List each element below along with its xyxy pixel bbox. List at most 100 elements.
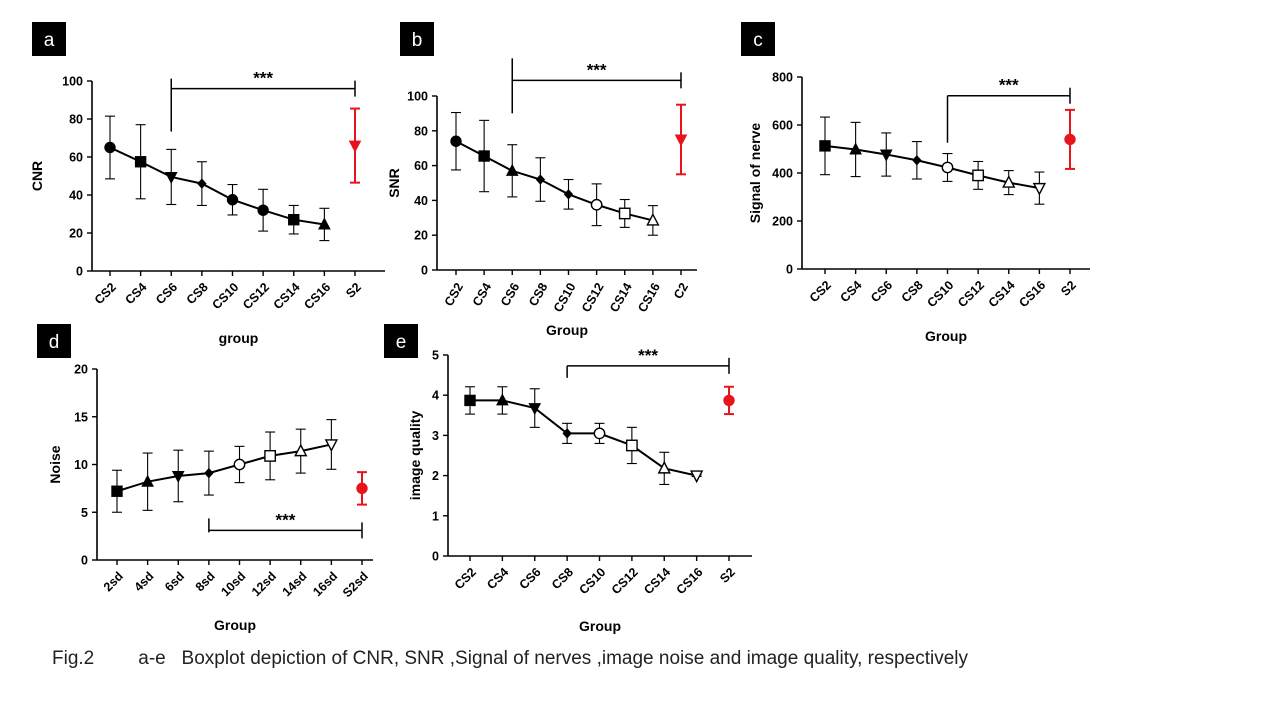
data-point [618, 207, 631, 220]
x-tick-label: 4sd [131, 569, 156, 594]
chart-c: c 0 200 400 600 800 CS2 CS4 CS6 CS8CS10CS12CS14CS… [741, 22, 1090, 344]
x-tick-label: 8sd [193, 569, 218, 594]
x-tick-label: CS8 [184, 280, 211, 307]
data-point [197, 178, 207, 189]
x-tick-label: 14sd [280, 569, 310, 599]
x-axis-title: Group [579, 618, 621, 634]
x-axis-title: group [219, 330, 259, 346]
significance-label: *** [638, 346, 658, 365]
x-tick-label: 10sd [218, 569, 248, 599]
x-tick-label: CS8 [899, 278, 926, 305]
data-point [464, 394, 476, 407]
y-tick-label: 2 [432, 469, 439, 483]
data-point [1032, 182, 1047, 196]
data-point [625, 439, 638, 452]
data-point [646, 212, 660, 226]
data-point [849, 142, 862, 155]
data-point [562, 428, 572, 439]
data-point [689, 470, 704, 484]
y-tick-label: 60 [69, 151, 83, 165]
y-tick-label: 0 [76, 265, 83, 279]
y-tick-label: 0 [81, 554, 88, 568]
x-tick-label: C2 [671, 280, 691, 301]
x-tick-label: CS10 [551, 280, 579, 314]
y-tick-label: 3 [432, 429, 439, 443]
panel-label: a [44, 30, 55, 51]
x-tick-label: CS12 [579, 280, 607, 314]
data-point [356, 482, 368, 495]
significance-label: *** [253, 69, 273, 88]
x-tick-label: CS10 [576, 565, 608, 597]
y-tick-label: 15 [74, 410, 88, 424]
significance-label: *** [587, 60, 607, 79]
x-tick-label: 12sd [249, 569, 279, 599]
series-line [470, 399, 697, 477]
data-point [535, 174, 546, 185]
data-point [104, 141, 116, 154]
y-tick-label: 400 [772, 167, 793, 181]
y-axis-title: image quality [407, 411, 423, 501]
x-tick-label: CS6 [498, 280, 522, 308]
x-tick-label: 6sd [162, 569, 187, 594]
data-point [141, 474, 154, 487]
data-point [164, 171, 178, 185]
y-tick-label: 200 [772, 215, 793, 229]
y-tick-label: 40 [414, 194, 428, 208]
x-tick-label: S2 [1058, 278, 1079, 299]
y-tick-label: 20 [414, 229, 428, 243]
figure-caption: Fig.2 a-e Boxplot depiction of CNR, SNR ,… [52, 648, 968, 670]
x-tick-label: S2 [717, 565, 738, 586]
x-tick-label: CS14 [641, 565, 673, 597]
x-tick-label: CS2 [452, 565, 479, 592]
data-point [528, 403, 542, 416]
data-point [879, 149, 893, 162]
y-tick-label: 0 [421, 264, 428, 278]
data-point [204, 467, 214, 479]
caption-text: a-e Boxplot depiction of CNR, SNR ,Signa… [138, 648, 968, 669]
data-point [134, 156, 147, 168]
significance-label: *** [999, 76, 1019, 95]
y-tick-label: 40 [69, 189, 83, 203]
x-tick-label: CS2 [92, 280, 119, 307]
x-tick-label: 16sd [310, 569, 340, 599]
significance-label: *** [276, 510, 296, 529]
y-axis-title: Noise [47, 445, 63, 483]
x-tick-label: CS2 [807, 278, 834, 305]
x-tick-label: CS2 [442, 280, 466, 308]
x-tick-label: CS4 [484, 565, 511, 592]
data-point [111, 485, 123, 497]
data-point [450, 135, 462, 147]
data-point [819, 140, 831, 152]
data-point [1002, 175, 1016, 188]
x-tick-label: CS16 [674, 565, 706, 597]
chart-d: d 0 5 10 15 20 2sd 4sd 6sd 8sd 10sd 12sd 14sd 16sd S2s… [37, 324, 373, 633]
data-point [505, 163, 519, 176]
y-axis-title: CNR [29, 161, 45, 191]
data-point [257, 204, 269, 216]
panel-label-box [384, 324, 418, 358]
x-axis-title: Group [546, 322, 588, 338]
y-tick-label: 0 [432, 550, 439, 564]
panel-label: b [412, 30, 423, 51]
y-axis-title: SNR [386, 168, 402, 198]
x-tick-label: 2sd [101, 569, 126, 594]
x-tick-label: CS12 [609, 565, 641, 597]
series-line [824, 144, 1040, 190]
x-tick-label: CS14 [271, 280, 303, 312]
y-tick-label: 5 [432, 349, 439, 363]
data-point [264, 450, 277, 462]
data-point [941, 161, 954, 174]
data-point [674, 134, 688, 147]
x-tick-label: CS16 [635, 280, 663, 314]
y-tick-label: 80 [414, 124, 428, 138]
x-axis-title: Group [214, 617, 256, 633]
panel-label: c [753, 30, 763, 51]
data-point [912, 155, 922, 166]
x-tick-label: CS4 [470, 280, 494, 308]
panel-label-box [741, 22, 775, 56]
x-tick-label: CS10 [924, 278, 956, 310]
data-point [496, 393, 509, 406]
x-tick-label: CS4 [837, 278, 864, 305]
y-tick-label: 100 [62, 75, 83, 89]
x-tick-label: CS12 [955, 278, 987, 310]
